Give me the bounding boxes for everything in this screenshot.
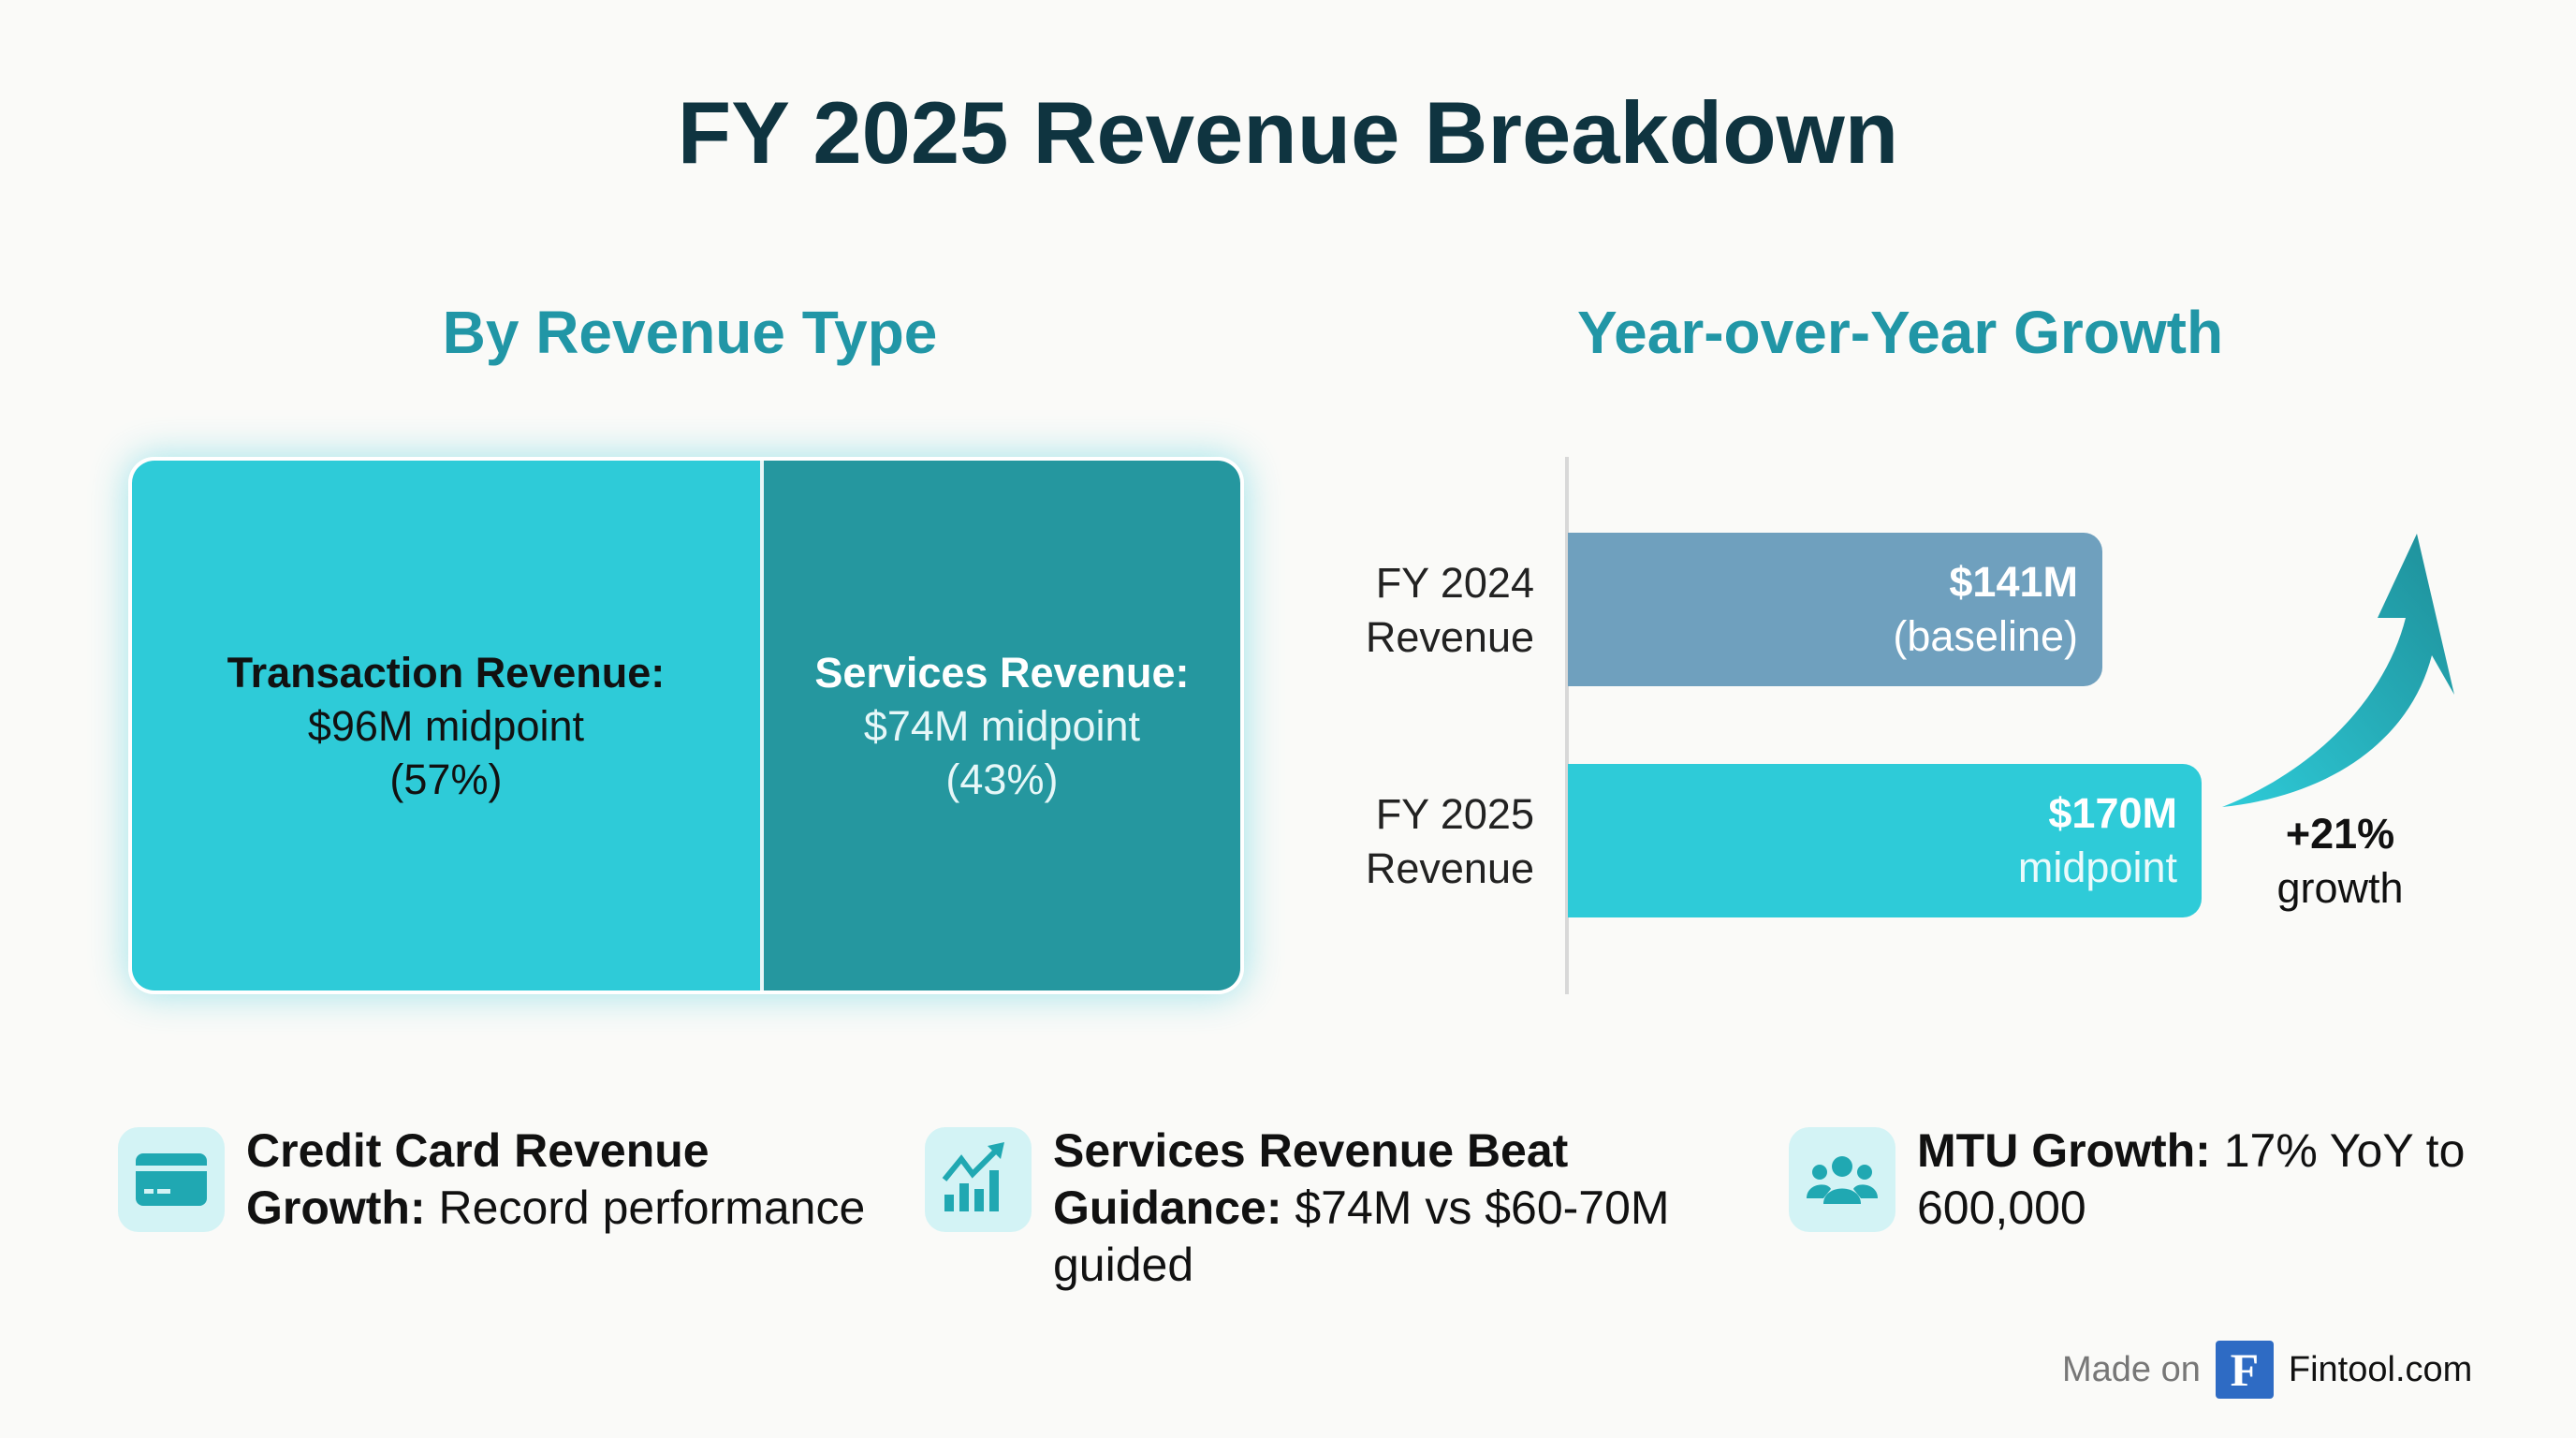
- growth-arrow-icon: [2222, 534, 2454, 807]
- page-title: FY 2025 Revenue Breakdown: [677, 83, 1899, 182]
- fy2024-bar: $141M (baseline): [1568, 533, 2102, 686]
- card-bold: Services Revenue Beat Guidance:: [1053, 1124, 1569, 1234]
- card-bold: Credit Card Revenue Growth:: [246, 1124, 710, 1234]
- growth-callout: +21% growth: [2247, 807, 2434, 916]
- fy2025-label: FY 2025 Revenue: [1366, 787, 1534, 896]
- segment-name: Transaction Revenue:: [227, 648, 666, 697]
- segment-value: $96M midpoint: [307, 701, 585, 750]
- bar-axis: [1565, 457, 1569, 994]
- chart-growth-icon: [925, 1127, 1032, 1232]
- bar-value: $141M: [1949, 558, 2078, 606]
- fintool-logo: F: [2215, 1341, 2274, 1399]
- services-revenue-segment: Services Revenue: $74M midpoint (43%): [763, 461, 1240, 990]
- label-line: FY 2025: [1375, 790, 1534, 838]
- footer-attribution: Made on F Fintool.com: [2062, 1341, 2472, 1399]
- revenue-type-subtitle: By Revenue Type: [442, 299, 938, 366]
- segment-pct: (57%): [389, 755, 503, 803]
- growth-pct: +21%: [2285, 810, 2395, 858]
- yoy-growth-subtitle: Year-over-Year Growth: [1576, 299, 2224, 366]
- growth-label: growth: [2276, 864, 2404, 912]
- label-line: FY 2024: [1375, 559, 1534, 607]
- revenue-type-stacked-bar: Transaction Revenue: $96M midpoint (57%)…: [128, 457, 1244, 994]
- transaction-revenue-segment: Transaction Revenue: $96M midpoint (57%): [132, 461, 764, 990]
- fintool-link[interactable]: Fintool.com: [2288, 1349, 2473, 1389]
- credit-card-card-text: Credit Card Revenue Growth: Record perfo…: [246, 1123, 883, 1237]
- fy2024-label: FY 2024 Revenue: [1366, 556, 1534, 665]
- segment-name: Services Revenue:: [814, 648, 1190, 697]
- credit-card-icon: [118, 1127, 225, 1232]
- segment-value: $74M midpoint: [863, 701, 1141, 750]
- card-bold: MTU Growth:: [1917, 1124, 2211, 1177]
- bar-note: (baseline): [1893, 612, 2078, 660]
- mtu-growth-card-text: MTU Growth: 17% YoY to 600,000: [1917, 1123, 2497, 1237]
- services-beat-card-text: Services Revenue Beat Guidance: $74M vs …: [1053, 1123, 1727, 1294]
- card-text: 17% YoY to 600,000: [1917, 1124, 2466, 1234]
- fy2025-bar: $170M midpoint: [1568, 764, 2202, 917]
- users-icon: [1789, 1127, 1895, 1232]
- bar-note: midpoint: [2017, 844, 2177, 891]
- card-text: $74M vs $60-70M guided: [1053, 1181, 1670, 1291]
- card-text: Record performance: [425, 1181, 866, 1234]
- made-on-text: Made on: [2062, 1349, 2201, 1389]
- segment-pct: (43%): [945, 755, 1059, 803]
- bar-value: $170M: [2048, 789, 2177, 837]
- label-line: Revenue: [1365, 613, 1534, 661]
- label-line: Revenue: [1365, 844, 1534, 892]
